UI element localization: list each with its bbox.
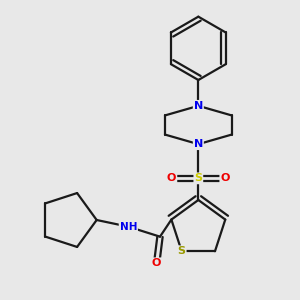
Text: N: N	[194, 139, 203, 149]
Text: N: N	[194, 101, 203, 111]
Text: O: O	[152, 258, 161, 268]
Text: O: O	[167, 173, 176, 183]
Text: NH: NH	[120, 222, 137, 232]
Text: O: O	[220, 173, 230, 183]
Text: S: S	[178, 246, 186, 256]
Text: S: S	[194, 173, 202, 183]
